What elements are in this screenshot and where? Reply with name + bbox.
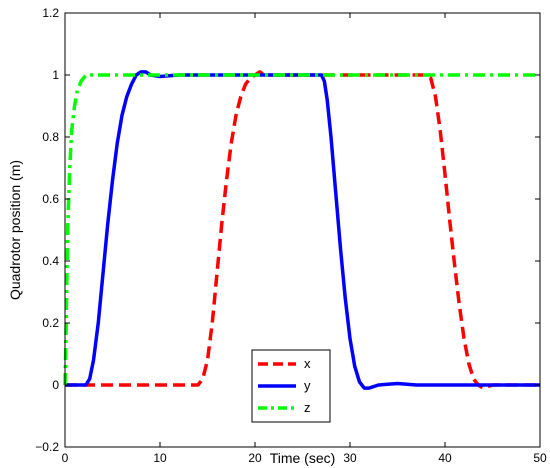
axis-ticks xyxy=(64,12,541,448)
legend-label-z: z xyxy=(304,400,311,415)
y-tick-label: 0.8 xyxy=(42,130,59,144)
legend: xyz xyxy=(251,349,331,423)
y-axis-label: Quadrotor position (m) xyxy=(7,160,23,300)
legend-label-x: x xyxy=(304,356,311,371)
plot-lines xyxy=(63,70,540,390)
x-tick-label: 30 xyxy=(343,451,357,465)
x-tick-label: 0 xyxy=(62,451,69,465)
y-tick-label: 0.4 xyxy=(42,254,59,268)
plot-frame xyxy=(64,12,541,448)
legend-label-y: y xyxy=(304,378,311,393)
y-tick-label: 0.2 xyxy=(42,316,59,330)
y-tick-label: −0.2 xyxy=(35,440,59,454)
y-tick-label: 1.2 xyxy=(42,6,59,20)
x-tick-label: 50 xyxy=(533,451,547,465)
axis-tick-labels: 0 10 20 30 40 50−0.200.20.40.60.811.2 xyxy=(35,6,547,465)
y-tick-label: 0 xyxy=(52,378,59,392)
y-tick-label: 1 xyxy=(52,68,59,82)
x-tick-label: 20 xyxy=(248,451,262,465)
x-axis-label: Time (sec) xyxy=(270,450,336,466)
x-tick-label: 10 xyxy=(153,451,167,465)
x-tick-label: 40 xyxy=(438,451,452,465)
y-tick-label: 0.6 xyxy=(42,192,59,206)
